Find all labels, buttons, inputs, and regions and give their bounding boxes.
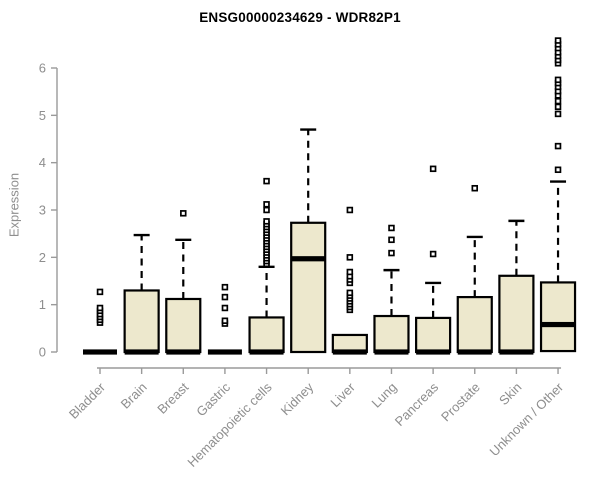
- x-category-label-gastric: Gastric: [193, 379, 233, 419]
- outlier-point: [346, 268, 354, 276]
- outlier-point: [263, 177, 270, 185]
- y-tick-label: 2: [39, 250, 46, 265]
- box-group-lung: [373, 224, 410, 355]
- box-group-bladder: [83, 288, 117, 355]
- median-bar: [207, 349, 242, 355]
- outlier-point: [388, 236, 395, 244]
- outlier-point: [346, 254, 354, 261]
- x-category-label-unknown-other: Unknown / Other: [487, 379, 567, 459]
- y-axis-label: Expression: [6, 172, 22, 238]
- outlier-point: [554, 37, 562, 44]
- x-category-label-pancreas: Pancreas: [392, 379, 442, 429]
- box-iqr: [456, 295, 493, 354]
- box-iqr: [539, 281, 577, 353]
- median-bar: [166, 349, 201, 355]
- box-group-breast: [165, 210, 202, 355]
- y-tick-label: 3: [39, 203, 46, 218]
- box-group-kidney: [290, 128, 327, 354]
- outlier-point: [96, 304, 104, 312]
- outlier-point: [221, 283, 229, 291]
- chart-title: ENSG00000234629 - WDR82P1: [199, 10, 401, 25]
- median-bar: [499, 349, 534, 355]
- median-bar: [416, 349, 451, 355]
- median-bar: [249, 349, 284, 355]
- median-bar: [83, 349, 117, 355]
- box-group-unknown-other: [539, 37, 577, 353]
- box-iqr: [123, 289, 160, 354]
- box-group-pancreas: [415, 165, 452, 355]
- box-iqr: [373, 314, 410, 354]
- outlier-point: [263, 201, 270, 208]
- outlier-point: [388, 224, 395, 232]
- box-iqr: [415, 316, 452, 354]
- x-category-label-breast: Breast: [154, 379, 191, 416]
- box-group-skin: [498, 219, 535, 355]
- outlier-point: [96, 288, 104, 296]
- median-bar: [374, 349, 409, 355]
- y-tick-label: 1: [39, 297, 46, 312]
- outlier-point: [263, 218, 270, 225]
- outlier-point: [180, 210, 187, 217]
- outlier-point: [221, 304, 229, 312]
- x-category-label-bladder: Bladder: [66, 379, 109, 422]
- median-bar: [457, 349, 492, 355]
- x-category-label-lung: Lung: [369, 380, 400, 411]
- median-bar: [124, 349, 159, 355]
- outlier-point: [429, 165, 437, 173]
- median-bar: [541, 321, 576, 328]
- y-tick-label: 0: [39, 345, 46, 360]
- outlier-point: [554, 103, 562, 111]
- outlier-point: [554, 166, 562, 174]
- box-iqr: [498, 274, 535, 354]
- box-group-liver: [331, 206, 368, 355]
- box-group-brain: [123, 233, 160, 355]
- outlier-point: [471, 184, 479, 192]
- y-axis: 0 1 2 3 4 5 6: [39, 61, 58, 360]
- x-category-label-prostate: Prostate: [438, 380, 483, 425]
- box-group-gastric: [207, 283, 242, 355]
- outlier-point: [554, 97, 562, 105]
- outlier-point: [221, 317, 229, 325]
- outlier-point: [346, 289, 354, 297]
- x-category-label-skin: Skin: [496, 380, 524, 408]
- outlier-point: [221, 293, 229, 301]
- x-category-label-liver: Liver: [327, 379, 358, 410]
- outlier-point: [554, 142, 562, 150]
- median-bar: [291, 256, 326, 262]
- median-bar: [332, 349, 367, 355]
- x-category-label-kidney: Kidney: [278, 379, 317, 418]
- box-group-prostate: [456, 184, 493, 355]
- box-iqr: [290, 221, 327, 354]
- outlier-point: [263, 206, 270, 214]
- outlier-point: [388, 249, 395, 257]
- box-group-hematopoietic-cells: [248, 177, 285, 355]
- box-iqr: [248, 316, 285, 354]
- box-iqr: [165, 297, 202, 354]
- outlier-point: [554, 76, 562, 84]
- outlier-point: [429, 250, 437, 258]
- y-tick-label: 4: [39, 155, 46, 170]
- outlier-point: [554, 110, 562, 118]
- outlier-point: [346, 206, 354, 214]
- y-tick-label: 6: [39, 61, 46, 76]
- y-tick-label: 5: [39, 108, 46, 123]
- x-category-label-brain: Brain: [118, 380, 150, 412]
